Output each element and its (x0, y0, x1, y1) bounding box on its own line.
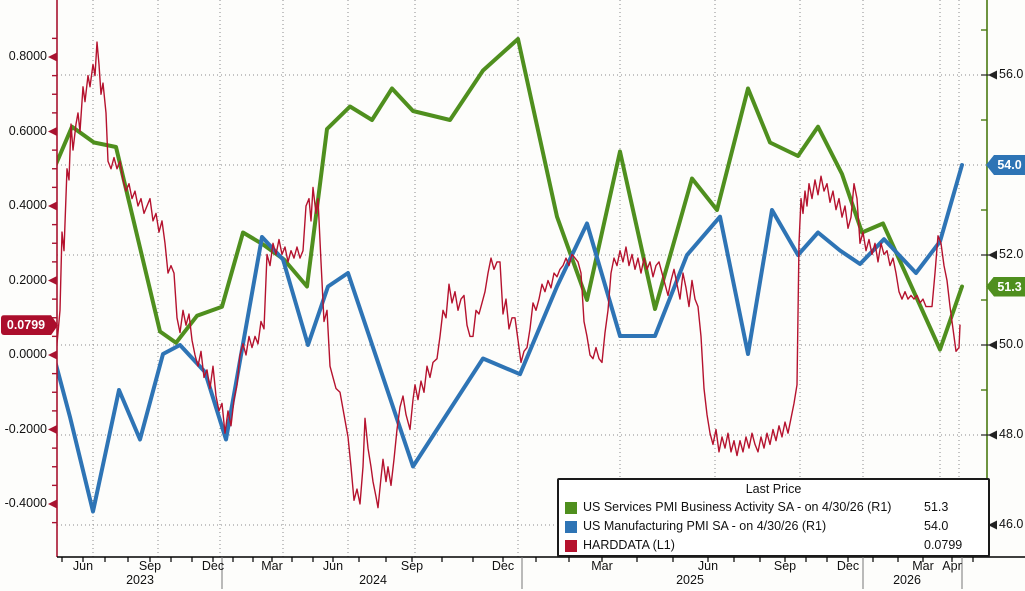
x-axis-month-label: Jun (72, 559, 94, 573)
last-value-badge-manufacturing: 54.0 (986, 155, 1025, 175)
legend-row-services: US Services PMI Business Activity SA - o… (565, 498, 982, 517)
y-axis-label-left: -0.2000 (4, 421, 47, 436)
x-axis-year-label: 2024 (359, 573, 387, 587)
us-manufacturing-pmi-sa-line (57, 163, 964, 514)
left-tick-arrow-icon (48, 425, 57, 434)
y-axis-label-left: 0.8000 (8, 49, 47, 63)
x-axis-month-label: Dec (491, 559, 515, 573)
y-axis-label-right: 56.0 (999, 67, 1024, 81)
us-services-pmi-business-activity-sa-line (57, 37, 964, 352)
y-axis-label-left: 0.2000 (8, 272, 47, 287)
y-axis-label-right: 50.0 (999, 337, 1024, 351)
last-value-badge-services: 51.3 (986, 276, 1025, 297)
x-axis-month-label: Sep (773, 559, 797, 573)
right-tick-arrow-icon (988, 520, 997, 530)
manufacturing-color-swatch-icon (565, 520, 577, 533)
right-tick-arrow-icon (988, 340, 997, 350)
y-axis-label-right: 46.0 (999, 517, 1024, 531)
harddata-line (57, 41, 961, 509)
y-axis-label-right: 52.0 (999, 247, 1024, 261)
legend-label: US Services PMI Business Activity SA - o… (583, 500, 892, 514)
x-axis-month-label: Dec (201, 559, 225, 573)
legend-row-manufacturing: US Manufacturing PMI SA - on 4/30/26 (R1… (565, 517, 982, 536)
x-axis-year-label: 2026 (893, 573, 921, 587)
legend-row-harddata: HARDDATA (L1) 0.0799 (565, 536, 982, 555)
y-axis-label-left: -0.4000 (4, 496, 47, 510)
right-tick-arrow-icon (988, 70, 997, 80)
x-axis-month-label: Apr (942, 559, 962, 573)
left-tick-arrow-icon (48, 52, 57, 62)
legend-label: HARDDATA (L1) (583, 538, 675, 552)
left-tick-arrow-icon (48, 276, 57, 285)
x-axis-month-label: Jun (322, 559, 344, 573)
legend-value: 54.0 (924, 519, 949, 533)
legend-value: 51.3 (924, 500, 949, 514)
y-axis-label-left: 0.0000 (8, 347, 47, 361)
x-axis-year-label: 2023 (126, 573, 154, 587)
x-axis-month-label: Mar (912, 559, 934, 573)
y-axis-label-right: 48.0 (999, 427, 1024, 441)
left-tick-arrow-icon (48, 350, 57, 360)
x-axis-month-label: Dec (836, 559, 860, 573)
services-color-swatch-icon (565, 501, 577, 514)
x-axis-month-label: Sep (138, 559, 162, 573)
x-axis-month-label: Sep (400, 559, 424, 573)
y-axis-label-left: 0.4000 (8, 198, 47, 212)
left-tick-arrow-icon (48, 127, 57, 136)
left-tick-arrow-icon (48, 499, 57, 509)
left-tick-arrow-icon (48, 201, 57, 211)
harddata-color-swatch-icon (565, 539, 577, 552)
x-axis-month-label: Jun (697, 559, 719, 573)
last-value-badge-harddata: 0.0799 (1, 315, 58, 336)
right-tick-arrow-icon (988, 430, 997, 440)
x-axis-month-label: Mar (261, 559, 283, 573)
x-axis-month-label: Mar (591, 559, 613, 573)
legend-box: Last Price US Services PMI Business Acti… (557, 478, 990, 557)
y-axis-label-left: 0.6000 (8, 123, 47, 138)
legend-value: 0.0799 (924, 538, 963, 552)
legend-title: Last Price (745, 482, 802, 496)
legend-label: US Manufacturing PMI SA - on 4/30/26 (R1… (583, 519, 827, 533)
x-axis-year-label: 2025 (676, 573, 704, 587)
right-tick-arrow-icon (988, 250, 997, 260)
